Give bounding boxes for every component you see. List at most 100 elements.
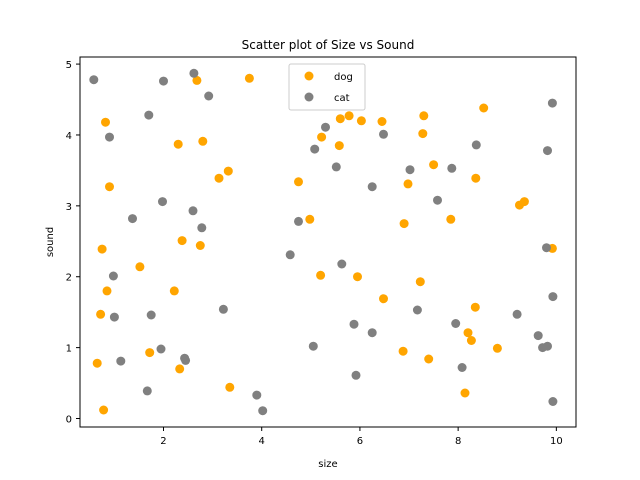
point-dog-35 xyxy=(418,129,428,139)
plot-frame xyxy=(79,56,577,428)
point-cat-33 xyxy=(405,165,415,175)
y-tick-label-1: 1 xyxy=(66,344,72,355)
point-dog-34 xyxy=(415,277,425,287)
point-dog-36 xyxy=(419,111,429,121)
point-dog-40 xyxy=(460,388,470,398)
point-cat-24 xyxy=(310,144,320,154)
legend-label-dog: dog xyxy=(334,72,353,83)
point-dog-18 xyxy=(225,382,235,392)
point-dog-21 xyxy=(305,214,315,224)
point-cat-18 xyxy=(218,304,228,314)
point-cat-44 xyxy=(543,341,552,351)
point-dog-16 xyxy=(214,173,224,183)
y-tick-label-0: 0 xyxy=(66,414,72,425)
point-cat-48 xyxy=(548,397,558,406)
point-dog-0 xyxy=(92,358,102,368)
point-dog-46 xyxy=(492,343,502,353)
point-cat-35 xyxy=(433,195,442,205)
point-dog-7 xyxy=(135,262,145,272)
point-cat-1 xyxy=(105,132,114,142)
point-cat-30 xyxy=(367,182,377,192)
point-cat-16 xyxy=(197,223,207,233)
point-dog-48 xyxy=(519,197,529,207)
point-cat-23 xyxy=(308,341,318,351)
legend: dog cat xyxy=(288,63,366,111)
point-cat-13 xyxy=(181,355,191,365)
point-cat-34 xyxy=(412,305,422,315)
point-dog-33 xyxy=(403,179,413,189)
point-cat-17 xyxy=(204,91,214,101)
point-cat-0 xyxy=(89,75,99,85)
point-cat-7 xyxy=(144,110,154,120)
legend-box xyxy=(288,63,366,111)
point-dog-6 xyxy=(105,182,114,192)
point-dog-24 xyxy=(334,141,344,151)
x-tick-label-10: 10 xyxy=(550,436,563,447)
point-cat-43 xyxy=(542,243,551,253)
point-cat-15 xyxy=(189,68,199,78)
point-dog-25 xyxy=(335,114,345,124)
y-tick-label-2: 2 xyxy=(66,273,72,284)
point-cat-25 xyxy=(321,122,330,132)
point-dog-39 xyxy=(446,214,456,224)
point-dog-5 xyxy=(102,286,112,296)
point-dog-29 xyxy=(377,117,387,126)
point-dog-11 xyxy=(175,364,185,374)
point-dog-4 xyxy=(101,117,110,127)
point-cat-32 xyxy=(379,129,388,139)
point-cat-27 xyxy=(337,259,347,269)
point-cat-10 xyxy=(158,197,167,207)
point-dog-8 xyxy=(145,348,155,358)
point-dog-31 xyxy=(398,346,408,356)
point-dog-14 xyxy=(195,241,205,250)
point-cat-37 xyxy=(451,319,461,328)
point-dog-9 xyxy=(169,286,179,296)
y-axis-label: sound xyxy=(45,227,56,257)
point-cat-45 xyxy=(543,146,552,156)
legend-marker-dog xyxy=(304,71,314,81)
point-dog-22 xyxy=(316,270,326,280)
point-cat-28 xyxy=(349,319,359,329)
point-cat-19 xyxy=(252,390,262,400)
point-cat-22 xyxy=(294,216,303,226)
point-dog-20 xyxy=(294,177,303,187)
point-dog-3 xyxy=(99,405,109,415)
point-dog-37 xyxy=(424,354,434,364)
point-dog-27 xyxy=(353,272,362,282)
point-cat-39 xyxy=(471,140,481,150)
legend-marker-cat xyxy=(304,92,314,102)
plot-points xyxy=(89,68,558,416)
point-dog-43 xyxy=(470,302,480,312)
y-tick-label-5: 5 xyxy=(66,60,72,71)
point-cat-20 xyxy=(258,406,268,416)
point-cat-8 xyxy=(146,310,156,320)
legend-label-cat: cat xyxy=(334,93,350,104)
chart-title: Scatter plot of Size vs Sound xyxy=(242,38,415,52)
point-cat-9 xyxy=(156,344,166,354)
point-dog-38 xyxy=(429,160,439,170)
point-dog-1 xyxy=(96,309,106,319)
point-cat-36 xyxy=(447,163,457,173)
point-cat-21 xyxy=(285,250,295,260)
point-dog-28 xyxy=(356,116,366,126)
point-cat-14 xyxy=(188,206,198,216)
point-cat-47 xyxy=(548,292,558,302)
y-axis-ticks: 0 1 2 3 4 5 xyxy=(66,60,80,425)
point-cat-5 xyxy=(128,214,137,224)
point-dog-42 xyxy=(466,336,476,345)
point-cat-46 xyxy=(547,98,557,108)
x-tick-label-2: 2 xyxy=(160,436,166,447)
point-dog-26 xyxy=(344,111,354,121)
x-tick-label-8: 8 xyxy=(455,436,461,447)
point-cat-2 xyxy=(108,271,118,281)
point-dog-19 xyxy=(244,73,254,83)
point-cat-11 xyxy=(159,76,168,86)
y-tick-label-4: 4 xyxy=(66,131,72,142)
point-cat-6 xyxy=(142,386,152,396)
point-dog-17 xyxy=(223,166,233,176)
point-dog-44 xyxy=(471,173,481,183)
x-tick-label-6: 6 xyxy=(357,436,363,447)
point-cat-38 xyxy=(457,363,467,372)
point-cat-4 xyxy=(116,356,126,366)
